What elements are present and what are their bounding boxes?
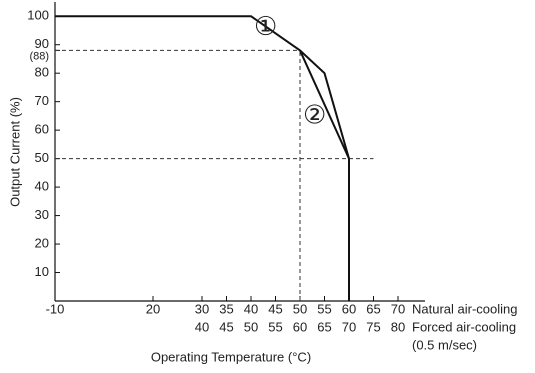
y-tick-label: 60 — [35, 122, 49, 137]
x-tick-label: 60 — [342, 301, 356, 316]
y-tick-label: 70 — [35, 93, 49, 108]
x-axis-title: Operating Temperature (°C) — [151, 349, 311, 364]
x2-tick-label: 80 — [391, 319, 405, 334]
x2-tick-label: 60 — [293, 319, 307, 334]
x2-tick-label: 70 — [342, 319, 356, 334]
x2-tick-label: 75 — [366, 319, 380, 334]
y-tick-label: 90 — [35, 36, 49, 51]
y-tick-label: 80 — [35, 65, 49, 80]
y-tick-label: 100 — [27, 8, 49, 23]
x-tick-label: 70 — [391, 301, 405, 316]
y-tick-label: (88) — [29, 50, 49, 62]
series-label: ① — [254, 12, 277, 42]
series-line — [55, 15, 350, 301]
x-tick-label: 40 — [244, 301, 258, 316]
x-tick-label: 50 — [293, 301, 307, 316]
x-tick-label: 55 — [317, 301, 331, 316]
x2-tick-label: 65 — [317, 319, 331, 334]
y-tick-label: 50 — [35, 150, 49, 165]
x-tick-label: 20 — [146, 301, 160, 316]
x2-tick-label: 50 — [244, 319, 258, 334]
y-tick-label: 10 — [35, 264, 49, 279]
x2-tick-label: 55 — [268, 319, 282, 334]
y-tick-label: 40 — [35, 179, 49, 194]
x2-row-note: (0.5 m/sec) — [412, 337, 477, 352]
x2-row-label: Forced air-cooling — [412, 319, 516, 334]
series-label: ② — [303, 100, 326, 130]
y-axis-title: Output Current (%) — [7, 97, 22, 207]
series-line — [299, 49, 350, 160]
x-tick-label: -10 — [46, 301, 65, 316]
y-tick-label: 30 — [35, 207, 49, 222]
y-tick-label: 20 — [35, 235, 49, 250]
x-tick-label: 65 — [366, 301, 380, 316]
x2-tick-label: 40 — [195, 319, 209, 334]
x-row-label: Natural air-cooling — [412, 301, 518, 316]
x-tick-label: 35 — [219, 301, 233, 316]
x2-tick-label: 45 — [219, 319, 233, 334]
x-tick-label: 30 — [195, 301, 209, 316]
x-tick-label: 45 — [268, 301, 282, 316]
